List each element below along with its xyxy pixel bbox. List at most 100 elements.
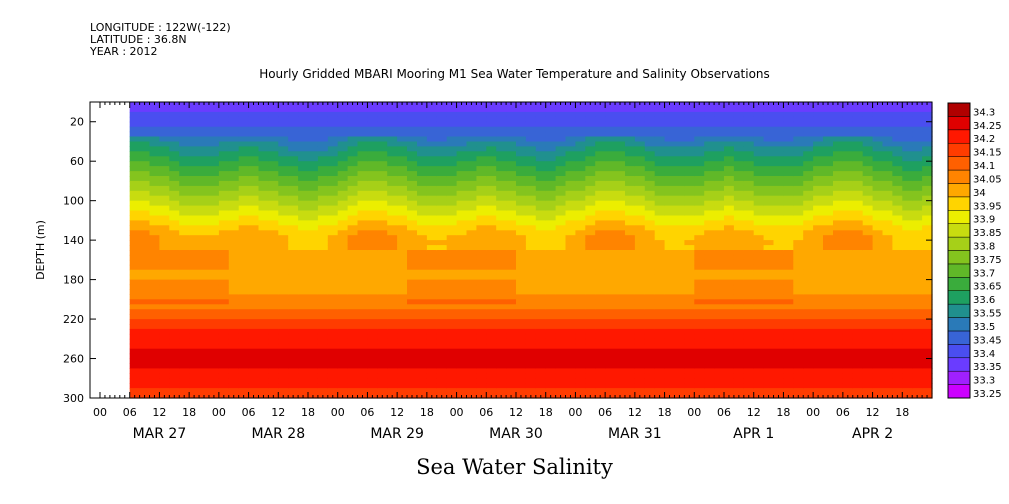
heatmap-cell — [743, 215, 755, 221]
heatmap-cell — [387, 343, 398, 350]
heatmap-cell — [644, 328, 656, 335]
heatmap-cell — [288, 205, 299, 212]
heatmap-cell — [694, 195, 705, 202]
heatmap-cell — [466, 309, 477, 315]
heatmap-cell — [625, 250, 636, 256]
heatmap-cell — [773, 348, 784, 355]
heatmap-cell — [733, 279, 745, 286]
heatmap-cell — [218, 180, 230, 187]
heatmap-cell — [327, 319, 339, 325]
heatmap-cell — [248, 136, 260, 142]
heatmap-cell — [317, 289, 329, 295]
heatmap-cell — [337, 324, 349, 330]
heatmap-cell — [625, 274, 636, 281]
heatmap-cell — [654, 240, 666, 246]
heatmap-cell — [436, 200, 448, 207]
heatmap-cell — [565, 225, 576, 231]
heatmap-cell — [268, 180, 279, 187]
heatmap-cell — [615, 319, 626, 325]
heatmap-cell — [813, 250, 824, 256]
heatmap-cell — [139, 314, 151, 320]
heatmap-cell — [902, 121, 913, 128]
heatmap-cell — [139, 269, 151, 276]
heatmap-cell — [129, 358, 141, 364]
heatmap-cell — [575, 348, 586, 355]
heatmap-cell — [684, 210, 695, 216]
heatmap-cell — [436, 185, 448, 192]
heatmap-cell — [179, 230, 190, 236]
heatmap-cell — [605, 314, 616, 320]
heatmap-cell — [535, 200, 547, 207]
heatmap-cell — [496, 210, 507, 216]
heatmap-cell — [516, 200, 527, 207]
heatmap-cell — [545, 254, 557, 261]
heatmap-cell — [377, 269, 388, 276]
heatmap-cell — [377, 136, 388, 142]
heatmap-cell — [714, 338, 725, 345]
heatmap-cell — [486, 274, 497, 281]
heatmap-cell — [228, 284, 240, 290]
heatmap-cell — [654, 309, 666, 315]
heatmap-cell — [912, 106, 923, 113]
heatmap-cell — [545, 171, 557, 177]
heatmap-cell — [872, 245, 884, 251]
heatmap-cell — [149, 250, 160, 256]
heatmap-cell — [506, 171, 517, 177]
heatmap-cell — [684, 116, 695, 123]
heatmap-cell — [466, 126, 477, 133]
heatmap-cell — [248, 264, 260, 271]
heatmap-cell — [644, 195, 656, 202]
heatmap-cell — [733, 289, 745, 295]
heatmap-cell — [238, 126, 250, 133]
heatmap-cell — [585, 126, 596, 133]
heatmap-cell — [516, 388, 527, 394]
heatmap-cell — [258, 116, 269, 123]
heatmap-cell — [644, 314, 656, 320]
heatmap-cell — [714, 333, 725, 340]
heatmap-cell — [555, 166, 567, 172]
heatmap-cell — [634, 245, 646, 251]
heatmap-cell — [308, 131, 319, 138]
heatmap-cell — [347, 309, 359, 315]
heatmap-cell — [496, 126, 507, 133]
heatmap-cell — [268, 210, 279, 216]
heatmap-cell — [803, 279, 814, 286]
heatmap-cell — [129, 269, 141, 276]
heatmap-cell — [446, 136, 458, 142]
heatmap-cell — [654, 269, 666, 276]
heatmap-cell — [882, 185, 893, 192]
heatmap-cell — [872, 161, 884, 167]
heatmap-cell — [595, 274, 606, 281]
heatmap-cell — [664, 269, 676, 276]
heatmap-cell — [634, 195, 646, 202]
heatmap-cell — [486, 333, 497, 340]
heatmap-cell — [773, 299, 784, 305]
heatmap-cell — [684, 180, 695, 187]
heatmap-cell — [833, 368, 844, 374]
heatmap-cell — [664, 240, 676, 246]
heatmap-cell — [238, 131, 250, 138]
heatmap-cell — [565, 205, 576, 212]
heatmap-cell — [733, 136, 745, 142]
heatmap-cell — [714, 116, 725, 123]
heatmap-cell — [714, 106, 725, 113]
heatmap-cell — [535, 205, 547, 212]
heatmap-cell — [228, 353, 240, 360]
heatmap-cell — [545, 338, 557, 345]
heatmap-cell — [862, 131, 874, 138]
heatmap-cell — [605, 106, 616, 113]
heatmap-cell — [823, 284, 834, 290]
heatmap-cell — [456, 289, 468, 295]
heatmap-cell — [823, 240, 834, 246]
heatmap-cell — [179, 161, 190, 167]
heatmap-cell — [466, 146, 477, 152]
heatmap-cell — [634, 176, 646, 182]
heatmap-cell — [585, 121, 596, 128]
heatmap-cell — [813, 338, 824, 345]
heatmap-cell — [862, 240, 874, 246]
heatmap-cell — [525, 264, 537, 271]
heatmap-cell — [189, 190, 200, 197]
heatmap-cell — [327, 235, 339, 241]
heatmap-cell — [387, 284, 398, 290]
heatmap-cell — [654, 141, 666, 147]
